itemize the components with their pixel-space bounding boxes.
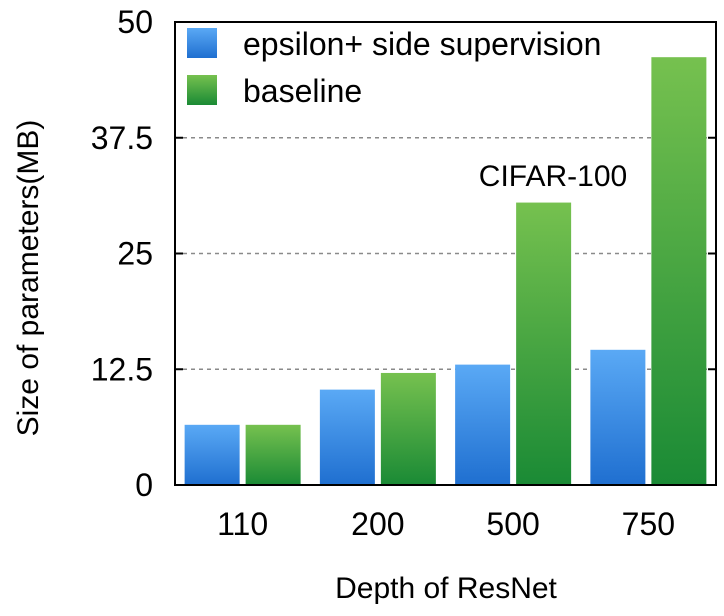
y-tick-label: 37.5 <box>91 120 153 156</box>
bar-epsilon-500 <box>455 364 511 485</box>
x-tick-label: 200 <box>351 506 404 542</box>
legend-label-epsilon: epsilon+ side supervision <box>243 26 601 62</box>
x-axis-title: Depth of ResNet <box>335 572 557 605</box>
bar-baseline-750 <box>651 57 707 486</box>
y-tick-label: 12.5 <box>91 351 153 387</box>
bar-baseline-110 <box>245 424 301 485</box>
x-axis-ticks: 110 200 500 750 <box>217 506 675 542</box>
bar-epsilon-750 <box>590 349 646 485</box>
grid-lines <box>175 137 716 370</box>
y-axis-ticks: 0 12.5 25 37.5 50 <box>91 4 716 503</box>
legend-swatch-epsilon <box>187 28 217 58</box>
y-axis-title: Size of parameters(MB) <box>12 120 45 437</box>
legend: epsilon+ side supervision baseline <box>187 26 601 109</box>
bar-baseline-200 <box>380 372 436 485</box>
bar-epsilon-200 <box>319 389 375 485</box>
annotation-label: CIFAR-100 <box>479 160 627 193</box>
bar-baseline-500 <box>516 202 572 485</box>
y-tick-label: 50 <box>117 4 153 40</box>
legend-label-baseline: baseline <box>243 73 362 109</box>
y-tick-label: 0 <box>135 467 153 503</box>
x-tick-label: 110 <box>217 506 268 542</box>
x-tick-label: 750 <box>622 506 675 542</box>
y-tick-label: 25 <box>117 236 153 272</box>
bars <box>184 57 707 486</box>
x-tick-label: 500 <box>486 506 539 542</box>
bar-epsilon-110 <box>184 424 240 485</box>
legend-swatch-baseline <box>187 75 217 105</box>
